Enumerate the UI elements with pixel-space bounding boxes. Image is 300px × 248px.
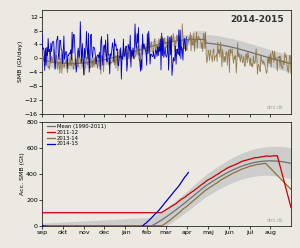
Line: 2014-15: 2014-15 xyxy=(42,172,188,240)
2011-12 xyxy=(275,154,279,157)
Text: dmi.dk: dmi.dk xyxy=(267,104,284,110)
2011-12 xyxy=(93,211,97,214)
2014-15 xyxy=(48,225,52,228)
Line: 2013-14: 2013-14 xyxy=(42,163,291,226)
2014-15 xyxy=(106,238,110,241)
Y-axis label: SMB (Gt/day): SMB (Gt/day) xyxy=(18,41,23,83)
2014-15 xyxy=(58,228,61,231)
2014-15 xyxy=(98,237,102,240)
2014-15 xyxy=(187,171,190,174)
2013-14 xyxy=(140,224,143,227)
Text: dmi.dk: dmi.dk xyxy=(267,217,284,222)
2014-15 xyxy=(40,224,44,227)
2014-15 xyxy=(152,214,155,217)
2011-12 xyxy=(254,156,257,159)
2014-15 xyxy=(82,234,85,237)
2013-14 xyxy=(264,162,268,165)
2014-15 xyxy=(91,236,94,239)
2013-14 xyxy=(109,224,112,227)
2011-12 xyxy=(40,211,44,214)
Mean (1990-2011) xyxy=(140,224,143,227)
2013-14 xyxy=(141,224,144,227)
2011-12 xyxy=(289,206,293,209)
Y-axis label: Acc. SMB (Gt): Acc. SMB (Gt) xyxy=(20,153,25,195)
2011-12 xyxy=(278,164,282,167)
Mean (1990-2011) xyxy=(269,159,272,162)
Mean (1990-2011) xyxy=(278,160,282,163)
2011-12 xyxy=(141,211,144,214)
2013-14 xyxy=(278,177,282,180)
Legend: Mean (1990-2011), 2011-12, 2013-14, 2014-15: Mean (1990-2011), 2011-12, 2013-14, 2014… xyxy=(44,122,108,149)
Mean (1990-2011) xyxy=(141,224,144,227)
2013-14 xyxy=(289,188,293,191)
Text: 2014-2015: 2014-2015 xyxy=(230,15,284,24)
Mean (1990-2011) xyxy=(40,224,44,227)
2011-12 xyxy=(109,211,112,214)
Line: Mean (1990-2011): Mean (1990-2011) xyxy=(42,161,291,226)
2011-12 xyxy=(140,211,143,214)
Mean (1990-2011) xyxy=(109,224,112,227)
Mean (1990-2011) xyxy=(93,224,97,227)
Mean (1990-2011) xyxy=(289,162,293,165)
2013-14 xyxy=(40,224,44,227)
2013-14 xyxy=(93,224,97,227)
Mean (1990-2011) xyxy=(254,161,257,164)
2013-14 xyxy=(254,163,257,166)
Line: 2011-12: 2011-12 xyxy=(42,156,291,213)
